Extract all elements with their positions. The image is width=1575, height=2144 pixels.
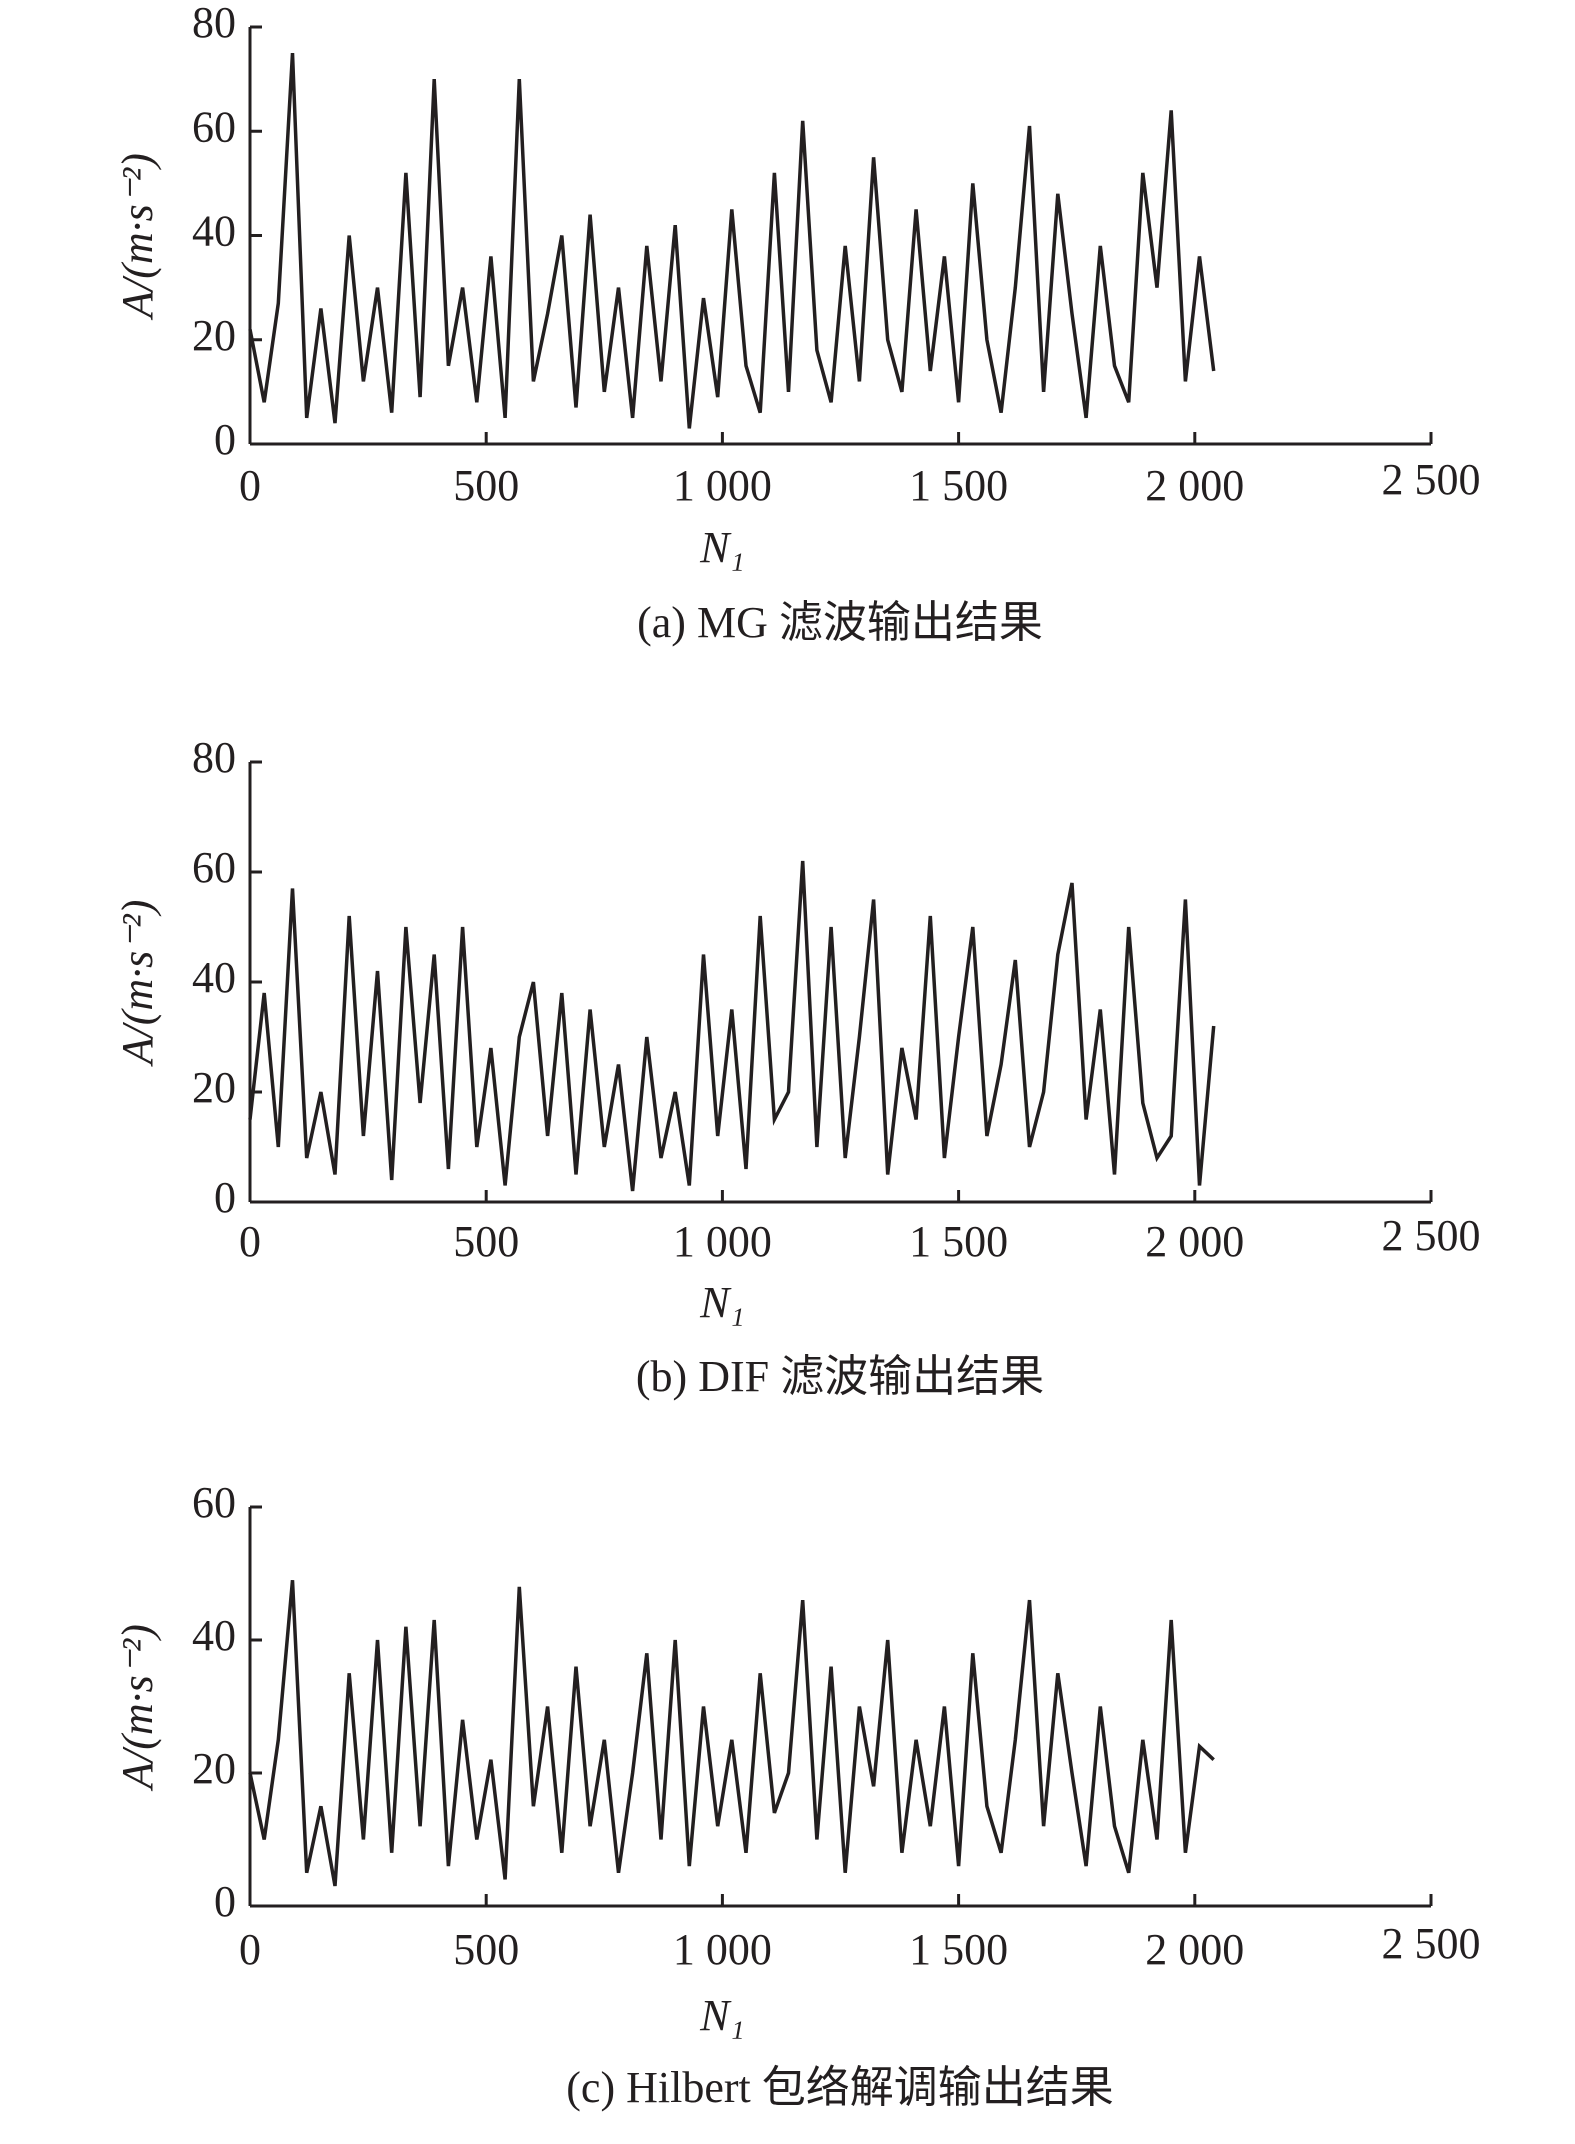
x-tick-label: 1 500 — [909, 1217, 1008, 1266]
signal-line — [248, 53, 1216, 429]
y-tick-label: 20 — [192, 1063, 236, 1112]
y-tick-label: 20 — [192, 311, 236, 360]
x-tick-label: 1 000 — [673, 461, 772, 510]
y-tick-label: 60 — [192, 843, 236, 892]
x-tick-label: 2 500 — [1382, 455, 1481, 504]
x-axis-label: N₁ — [699, 1278, 745, 1327]
y-tick-label: 0 — [214, 415, 236, 464]
x-tick-label: 2 000 — [1145, 1217, 1244, 1266]
y-tick-label: 80 — [192, 733, 236, 782]
caption: (c) Hilbert 包络解调输出结果 — [566, 2063, 1113, 2112]
caption: (a) MG 滤波输出结果 — [637, 598, 1043, 647]
signal-line — [248, 860, 1216, 1192]
signal-line — [248, 1580, 1215, 1887]
x-tick-label: 1 500 — [909, 1925, 1008, 1974]
x-tick-label: 2 000 — [1145, 461, 1244, 510]
y-tick-label: 40 — [192, 207, 236, 256]
x-tick-label: 500 — [453, 1925, 519, 1974]
x-tick-label: 2 500 — [1382, 1919, 1481, 1968]
x-tick-label: 2 500 — [1382, 1211, 1481, 1260]
x-axis-label: N₁ — [699, 1991, 745, 2040]
y-tick-label: 80 — [192, 0, 236, 47]
x-tick-label: 1 000 — [673, 1217, 772, 1266]
y-axis-label: A/(m·s⁻²) — [113, 900, 162, 1068]
x-tick-label: 500 — [453, 1217, 519, 1266]
x-tick-label: 1 000 — [673, 1925, 772, 1974]
x-tick-label: 2 000 — [1145, 1925, 1244, 1974]
x-tick-label: 500 — [453, 461, 519, 510]
y-tick-label: 40 — [192, 1611, 236, 1660]
y-tick-label: 20 — [192, 1744, 236, 1793]
x-tick-label: 0 — [239, 1217, 261, 1266]
y-axis-label: A/(m·s⁻²) — [113, 153, 162, 321]
y-tick-label: 60 — [192, 1478, 236, 1527]
y-tick-label: 0 — [214, 1877, 236, 1926]
x-axis-label: N₁ — [699, 523, 745, 572]
x-tick-label: 0 — [239, 1925, 261, 1974]
y-tick-label: 60 — [192, 102, 236, 151]
x-tick-label: 0 — [239, 461, 261, 510]
y-tick-label: 40 — [192, 953, 236, 1002]
caption: (b) DIF 滤波输出结果 — [636, 1352, 1044, 1401]
y-tick-label: 0 — [214, 1173, 236, 1222]
x-tick-label: 1 500 — [909, 461, 1008, 510]
y-axis-label: A/(m·s⁻²) — [113, 1624, 162, 1792]
